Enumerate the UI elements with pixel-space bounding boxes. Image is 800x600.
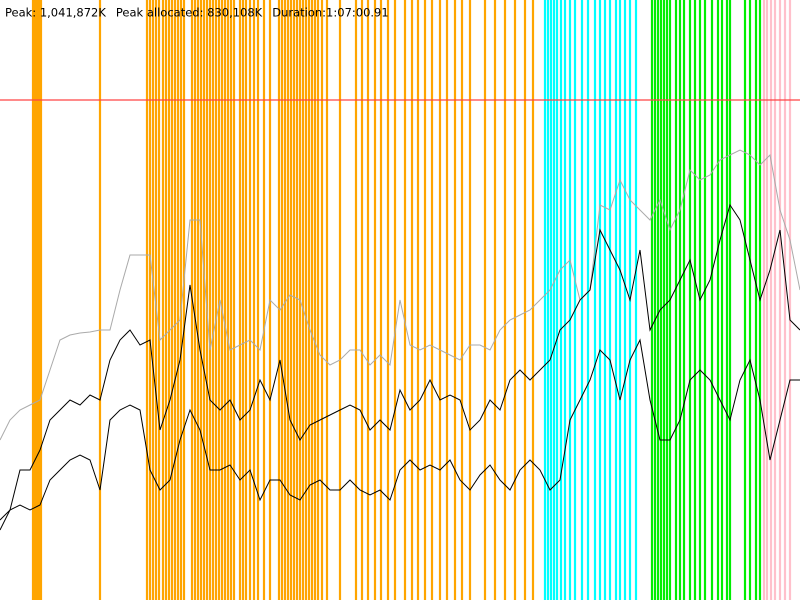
series-line [0,149,800,441]
event-lines [31,0,792,600]
stat-label: Peak allocated: 830,108K [116,6,263,20]
plot-lines [0,99,800,531]
series-line [0,203,800,531]
series-line [0,338,800,521]
stat-label: Peak: 1,041,872K [5,6,106,20]
stat-label: Duration:1:07:00.91 [272,6,388,20]
stats-bar: Peak: 1,041,872K Peak allocated: 830,108K… [5,6,389,20]
